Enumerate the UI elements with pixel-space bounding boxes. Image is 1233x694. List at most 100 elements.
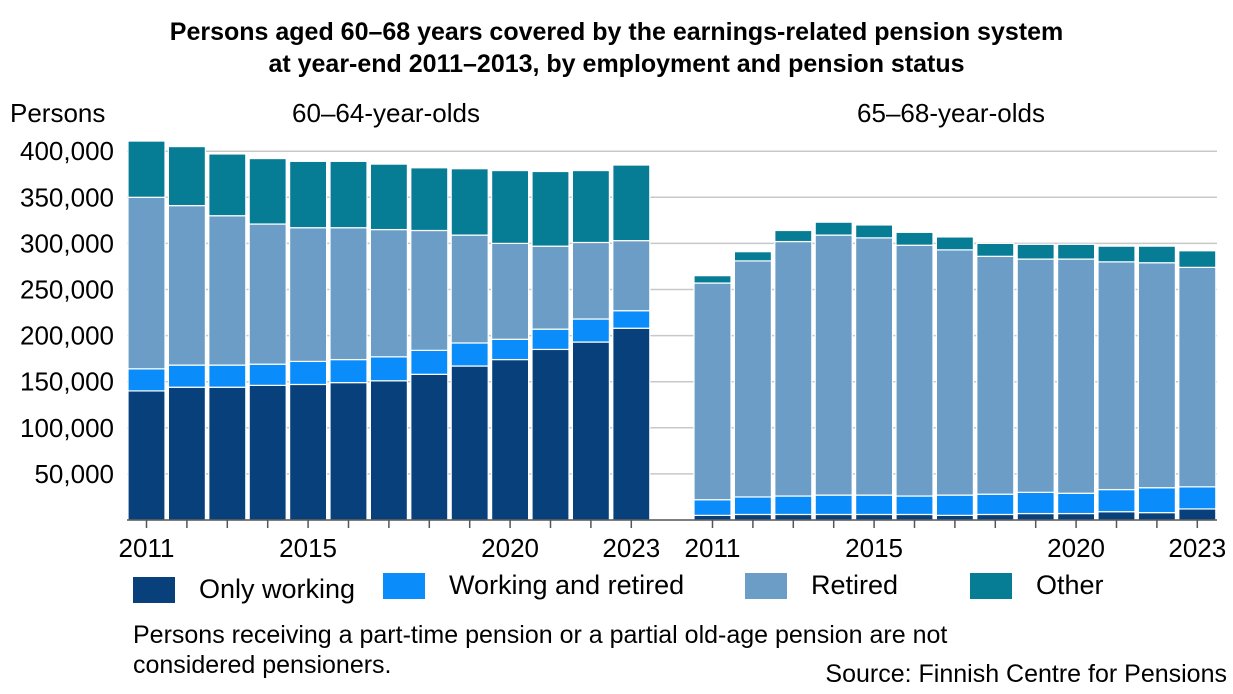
bar-2-2020-working-and-retired [1056, 492, 1096, 515]
chart-title-line-2: at year-end 2011–2013, by employment and… [268, 50, 965, 78]
legend-item-other: Other [970, 570, 1104, 601]
bar-2-2020-retired [1056, 258, 1096, 494]
legend-label-only-working: Only working [199, 574, 356, 604]
bar-1-2013-working-and-retired [208, 364, 247, 388]
bar-1-2021-retired [531, 245, 570, 330]
bar-2-2020-only-working [1056, 512, 1096, 521]
bar-1-2017-only-working [369, 380, 408, 521]
bar-2-2017-working-and-retired [935, 494, 975, 516]
bar-2-2012-other [733, 251, 773, 262]
chart-note: Persons receiving a part-time pension or… [133, 620, 1133, 680]
bar-1-2014-retired [248, 223, 287, 365]
legend-label-retired: Retired [811, 570, 899, 600]
x-tick-label-2-2015: 2015 [845, 533, 903, 563]
bar-2-2017-retired [935, 249, 975, 496]
bar-2-2016-only-working [895, 513, 934, 521]
bar-1-2015-retired [289, 227, 328, 363]
bar-2-2022-retired [1137, 262, 1177, 489]
bar-1-2015-only-working [289, 383, 328, 521]
bar-1-2020-working-and-retired [491, 338, 530, 361]
bar-1-2011-only-working [127, 390, 166, 521]
bar-1-2021-working-and-retired [531, 328, 570, 351]
bar-2-2018-only-working [976, 513, 1015, 521]
bar-1-2023-retired [612, 240, 651, 312]
bar-1-2014-working-and-retired [248, 363, 287, 386]
y-tick-label-250000: 250,000 [20, 275, 114, 305]
bar-2-2013-working-and-retired [774, 495, 813, 516]
bar-1-2018-retired [410, 229, 449, 351]
bar-1-2020-only-working [491, 358, 530, 521]
legend-swatch-working-and-retired [383, 572, 425, 599]
bar-2-2012-working-and-retired [733, 496, 773, 516]
y-tick-label-150000: 150,000 [20, 367, 114, 397]
bar-2-2011-other [693, 275, 732, 284]
y-axis-label: Persons [10, 98, 105, 128]
bar-2-2022-working-and-retired [1137, 487, 1177, 514]
bar-1-2014-other [248, 157, 287, 225]
legend-item-only-working: Only working [133, 574, 355, 605]
y-tick-label-50000: 50,000 [34, 459, 114, 489]
y-tick-label-350000: 350,000 [20, 182, 114, 212]
panel-label-0: 60–64-year-olds [292, 98, 480, 128]
bar-2-2023-only-working [1178, 508, 1217, 521]
bar-2-2017-other [935, 236, 975, 251]
bar-1-2020-other [491, 169, 530, 244]
bar-2-2021-other [1097, 245, 1136, 263]
x-tick-label-2-2020: 2020 [1047, 533, 1105, 563]
chart-title: Persons aged 60–68 years covered by the … [0, 16, 1233, 80]
bar-2-2018-retired [976, 255, 1015, 495]
x-tick-label-1-2011: 2011 [119, 533, 175, 563]
bar-1-2016-only-working [329, 382, 368, 521]
bar-1-2017-working-and-retired [369, 356, 408, 382]
bar-1-2023-working-and-retired [612, 310, 651, 329]
bar-1-2011-retired [127, 196, 166, 370]
bar-2-2021-only-working [1097, 511, 1136, 521]
bar-2-2021-working-and-retired [1097, 488, 1136, 513]
bar-2-2012-only-working [733, 513, 773, 521]
bar-1-2015-working-and-retired [289, 360, 328, 386]
bar-1-2013-retired [208, 215, 247, 366]
bar-1-2012-retired [167, 204, 206, 366]
bar-1-2023-only-working [612, 327, 651, 521]
legend-swatch-retired [745, 572, 787, 599]
bar-1-2021-only-working [531, 348, 570, 521]
x-tick-label-2-2011: 2011 [685, 533, 741, 563]
y-tick-label-400000: 400,000 [20, 136, 114, 166]
bar-2-2023-working-and-retired [1178, 486, 1217, 510]
bar-2-2015-retired [854, 237, 894, 496]
panel-label-1: 65–68-year-olds [857, 98, 1045, 128]
x-tick-label-1-2015: 2015 [279, 533, 337, 563]
bar-2-2023-retired [1178, 266, 1217, 488]
source-note: Source: Finnish Centre for Pensions [825, 660, 1227, 688]
bar-2-2015-only-working [854, 513, 894, 521]
bar-2-2023-other [1178, 250, 1217, 268]
bar-1-2013-only-working [208, 386, 247, 521]
bar-2-2016-working-and-retired [895, 495, 934, 516]
bar-2-2022-other [1137, 245, 1177, 264]
bar-1-2015-other [289, 160, 328, 229]
bar-2-2011-retired [693, 282, 732, 501]
bar-1-2022-working-and-retired [571, 318, 611, 343]
legend-label-other: Other [1036, 570, 1104, 600]
bar-2-2019-only-working [1016, 512, 1055, 521]
bar-2-2013-other [774, 229, 813, 243]
bar-1-2017-retired [369, 228, 408, 358]
bar-1-2021-other [531, 170, 570, 247]
bar-1-2011-working-and-retired [127, 368, 166, 392]
bar-2-2021-retired [1097, 261, 1136, 491]
bar-1-2016-retired [329, 227, 368, 361]
legend-swatch-only-working [133, 576, 175, 603]
legend-label-working-and-retired: Working and retired [449, 570, 685, 600]
x-tick-label-1-2020: 2020 [481, 533, 539, 563]
bar-2-2013-only-working [774, 513, 813, 521]
legend-item-retired: Retired [745, 570, 898, 601]
bar-2-2014-other [814, 221, 853, 236]
bar-1-2022-retired [571, 241, 611, 320]
bar-1-2013-other [208, 153, 247, 217]
bar-2-2014-working-and-retired [814, 494, 853, 516]
bar-2-2019-working-and-retired [1016, 491, 1055, 515]
bar-2-2013-retired [774, 240, 813, 497]
bar-2-2011-working-and-retired [693, 499, 732, 516]
bar-1-2016-working-and-retired [329, 358, 368, 384]
